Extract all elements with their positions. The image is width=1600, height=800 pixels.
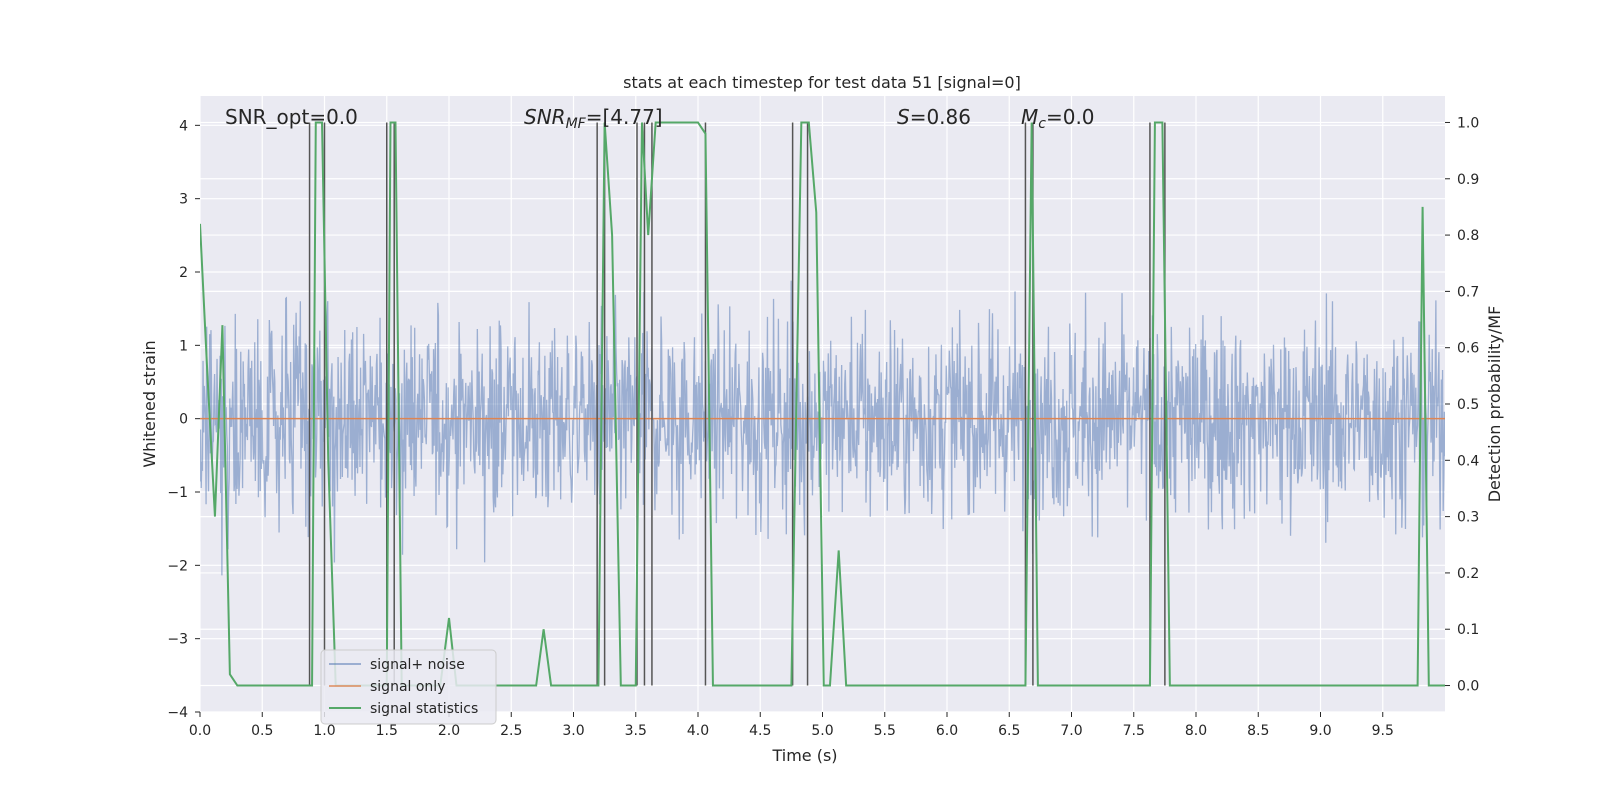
annotation-snr-mf: SNRMF=[4.77]: [524, 105, 663, 132]
y2-tick-label: 0.1: [1457, 622, 1479, 638]
x-tick-label: 0.5: [251, 723, 273, 739]
legend-label-signal-only: signal only: [370, 679, 445, 695]
x-axis-title: Time (s): [771, 746, 837, 765]
legend: signal+ noise signal only signal statist…: [320, 649, 497, 725]
y-tick-label: −1: [167, 485, 188, 501]
y-tick-label: 0: [179, 412, 188, 428]
y-tick-label: 2: [179, 265, 188, 281]
x-tick-label: 2.0: [438, 723, 460, 739]
x-tick-label: 8.0: [1185, 723, 1207, 739]
x-tick-label: 7.0: [1060, 723, 1082, 739]
annotation-s-value: =0.86: [910, 105, 971, 129]
y-tick-label: 1: [179, 338, 188, 354]
annotation-snr-opt: SNR_opt=0.0: [225, 105, 358, 129]
y2-axis-title: Detection probability/MF: [1485, 306, 1504, 503]
annotation-mc-label: M: [1021, 105, 1038, 129]
y-tick-label: 3: [179, 192, 188, 208]
y-tick-label: 4: [179, 118, 188, 134]
x-tick-label: 6.5: [998, 723, 1020, 739]
x-tick-label: 5.5: [874, 723, 896, 739]
y2-tick-label: 0.0: [1457, 679, 1479, 695]
signal-noise-series: [200, 280, 1445, 576]
annotation-mc-value: =0.0: [1046, 105, 1095, 129]
x-tick-label: 3.5: [625, 723, 647, 739]
y-axis-title: Whitened strain: [140, 340, 159, 467]
annotation-mc: Mc=0.0: [1021, 105, 1095, 132]
annotation-snr-mf-sub: MF: [566, 116, 587, 132]
x-tick-label: 3.0: [562, 723, 584, 739]
x-tick-label: 4.5: [749, 723, 771, 739]
annotation-s: S=0.86: [897, 105, 971, 129]
x-tick-label: 0.0: [189, 723, 211, 739]
x-tick-label: 1.0: [313, 723, 335, 739]
annotation-snr-mf-value: =[4.77]: [586, 105, 663, 129]
y2-tick-label: 0.7: [1457, 284, 1479, 300]
x-tick-label: 9.0: [1309, 723, 1331, 739]
y-tick-label: −2: [167, 558, 188, 574]
x-tick-label: 8.5: [1247, 723, 1269, 739]
x-tick-label: 5.0: [811, 723, 833, 739]
y2-tick-label: 0.3: [1457, 510, 1479, 526]
y2-tick-label: 0.5: [1457, 397, 1479, 413]
annotation-snr-mf-label: SNR: [524, 105, 566, 129]
x-tick-label: 9.5: [1372, 723, 1394, 739]
annotation-s-label: S: [897, 105, 910, 129]
y2-tick-label: 1.0: [1457, 115, 1479, 131]
y2-tick-label: 0.2: [1457, 566, 1479, 582]
legend-label-signal-noise: signal+ noise: [370, 657, 465, 673]
y-tick-label: −3: [167, 632, 188, 648]
y2-tick-label: 0.9: [1457, 172, 1479, 188]
signal-statistics-series: [200, 121, 1445, 687]
annotation-mc-sub: c: [1038, 116, 1046, 132]
legend-label-signal-statistics: signal statistics: [370, 701, 478, 717]
y-axis-ticks: 4 3 2 1 0 −1 −2 −3 −4: [167, 118, 200, 721]
x-tick-label: 1.5: [376, 723, 398, 739]
signal-noise-line: [200, 280, 1445, 576]
x-tick-label: 4.0: [687, 723, 709, 739]
y2-tick-label: 0.4: [1457, 453, 1479, 469]
x-tick-label: 6.0: [936, 723, 958, 739]
legend-box: [320, 649, 497, 725]
x-axis-ticks: 0.0 0.5 1.0 1.5 2.0 2.5 3.0 3.5 4.0 4.5 5.0 5.5 6.0 6…: [189, 712, 1394, 739]
y2-tick-label: 0.6: [1457, 341, 1479, 357]
y2-tick-label: 0.8: [1457, 228, 1479, 244]
x-tick-label: 2.5: [500, 723, 522, 739]
x-tick-label: 7.5: [1123, 723, 1145, 739]
y-tick-label: −4: [167, 705, 188, 721]
chart-title: stats at each timestep for test data 51 …: [623, 73, 1021, 92]
y2-axis-ticks: 1.0 0.9 0.8 0.7 0.6 0.5 0.4 0.3 0.2 0.1 0.0: [1445, 115, 1479, 695]
